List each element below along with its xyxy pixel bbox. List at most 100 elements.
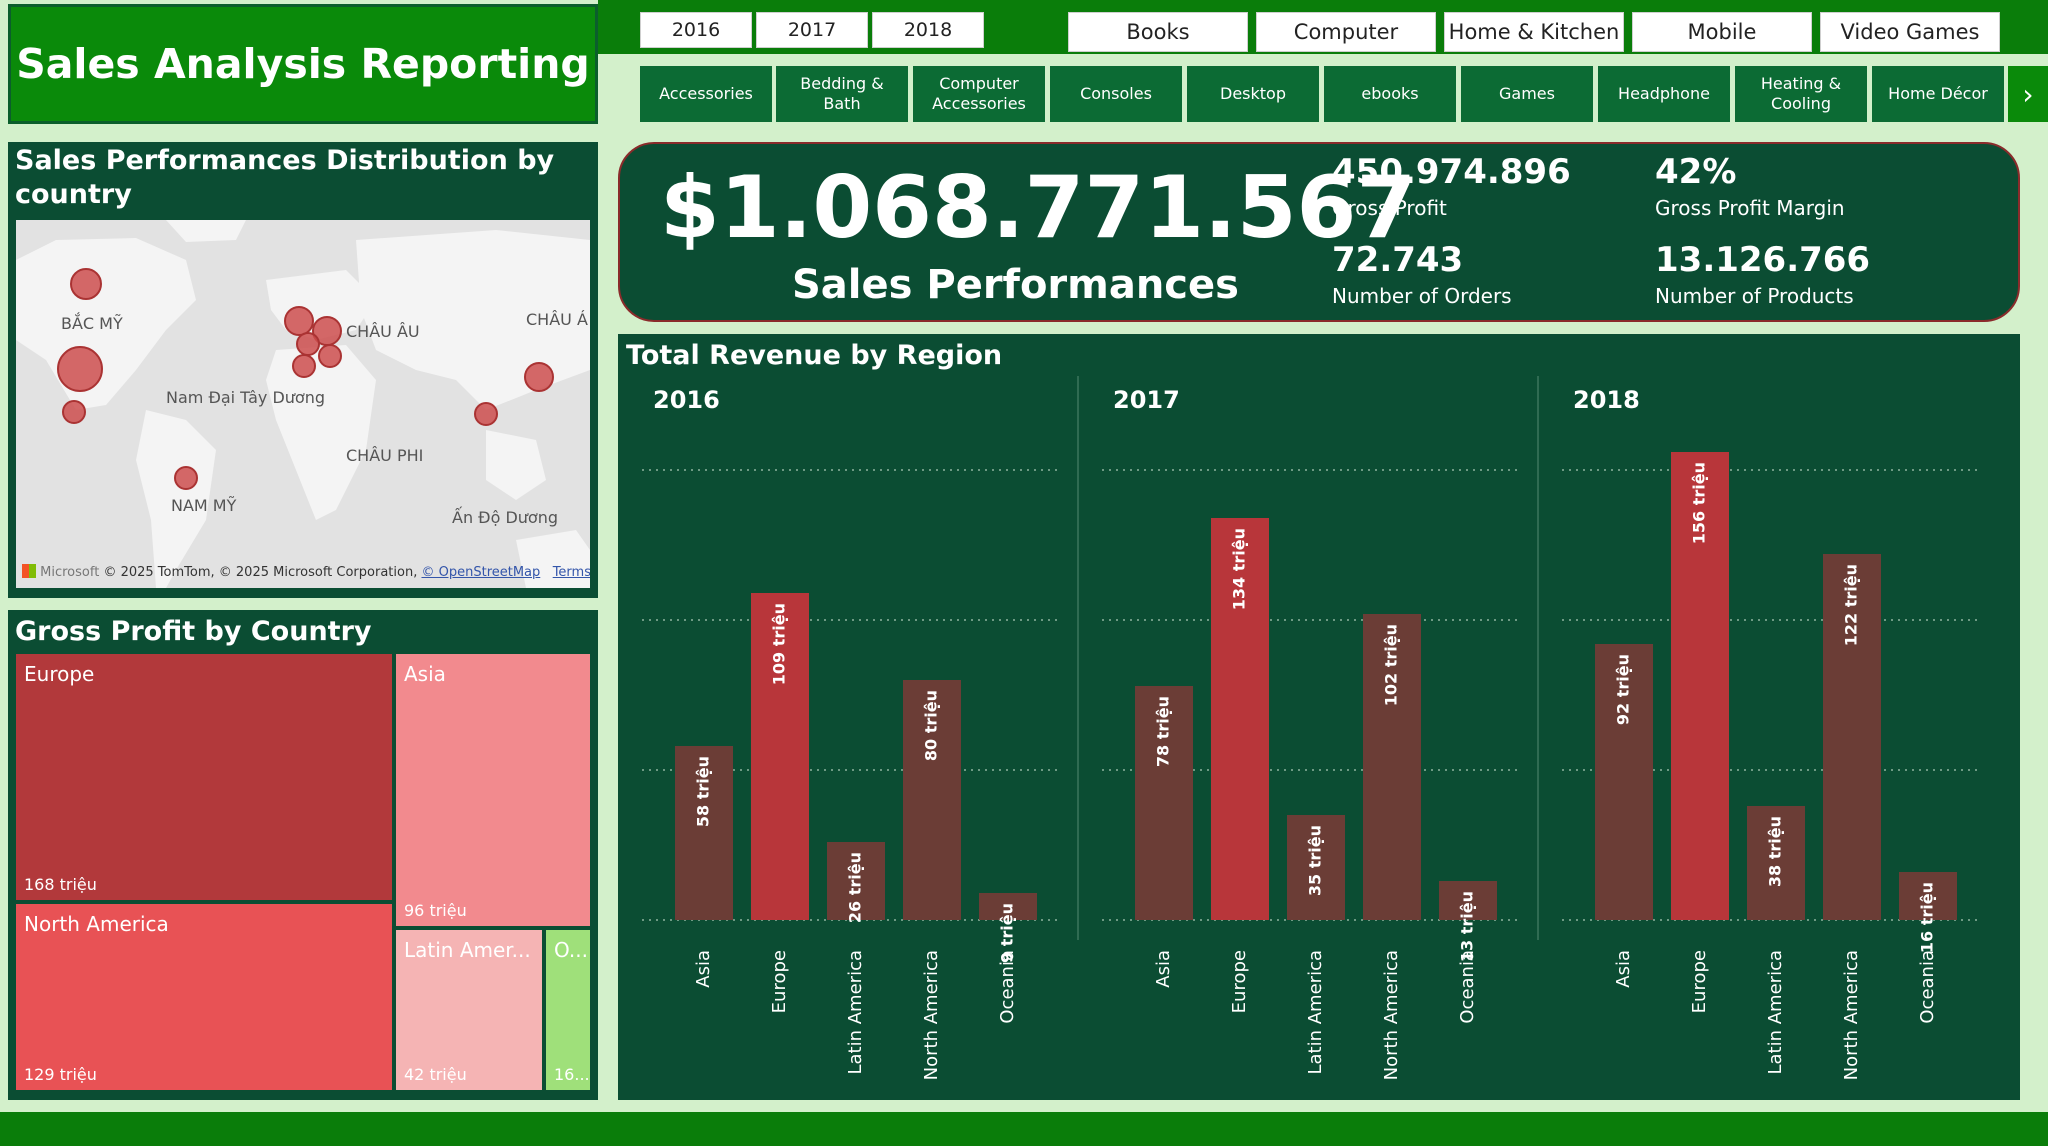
map-credit-text: © 2025 TomTom, © 2025 Microsoft Corporat… bbox=[103, 565, 418, 580]
map-bubble[interactable] bbox=[57, 346, 103, 392]
year-button-2018[interactable]: 2018 bbox=[872, 12, 984, 48]
x-tick-label: Europe bbox=[1229, 950, 1250, 1013]
data-label: 92 triệu bbox=[1614, 654, 1633, 725]
openstreetmap-link[interactable]: © OpenStreetMap bbox=[421, 565, 541, 580]
map-attribution: Microsoft © 2025 TomTom, © 2025 Microsof… bbox=[22, 564, 590, 580]
chevron-right-icon[interactable]: › bbox=[2008, 66, 2048, 122]
data-label: 13 triệu bbox=[1458, 891, 1477, 962]
revenue-chart-title: Total Revenue by Region bbox=[626, 340, 1003, 371]
data-label: 9 triệu bbox=[998, 903, 1017, 963]
gross-profit-label: Gross Profit bbox=[1332, 196, 1447, 220]
tile-label: North America bbox=[24, 912, 169, 936]
subcategory-button[interactable]: Consoles bbox=[1050, 66, 1182, 122]
category-button-mobile[interactable]: Mobile bbox=[1632, 12, 1812, 52]
map-bubble[interactable] bbox=[70, 268, 102, 300]
world-map[interactable]: BẮC MỸ CHÂU ÂU CHÂU Á Nam Đại Tây Dương … bbox=[16, 220, 590, 588]
map-bubble[interactable] bbox=[296, 332, 320, 356]
map-bubble[interactable] bbox=[62, 400, 86, 424]
data-label: 38 triệu bbox=[1766, 816, 1785, 887]
bar-latin-america bbox=[827, 842, 885, 920]
x-tick-label: Oceania bbox=[1457, 950, 1478, 1024]
map-bubble[interactable] bbox=[174, 466, 198, 490]
subcategory-slicer: Accessories Bedding & Bath Computer Acce… bbox=[598, 54, 2048, 128]
treemap-tile-asia[interactable]: Asia 96 triệu bbox=[396, 654, 590, 926]
subcategory-button[interactable]: Computer Accessories bbox=[913, 66, 1045, 122]
products-value: 13.126.766 bbox=[1655, 240, 1871, 280]
tile-value: 168 triệu bbox=[24, 875, 97, 894]
terms-link[interactable]: Terms bbox=[552, 565, 590, 580]
data-label: 122 triệu bbox=[1842, 564, 1861, 646]
bottom-bar bbox=[0, 1112, 2048, 1146]
data-label: 109 triệu bbox=[770, 603, 789, 685]
x-tick-label: North America bbox=[921, 950, 942, 1080]
year-button-2016[interactable]: 2016 bbox=[640, 12, 752, 48]
bar-latin-america bbox=[1287, 815, 1345, 920]
subcategory-button[interactable]: Headphone bbox=[1598, 66, 1730, 122]
panel-year-label: 2017 bbox=[1113, 386, 1180, 414]
x-tick-label: North America bbox=[1841, 950, 1862, 1080]
x-tick-label: Oceania bbox=[1917, 950, 1938, 1024]
map-bubble[interactable] bbox=[474, 402, 498, 426]
map-label-north-america: BẮC MỸ bbox=[61, 314, 123, 333]
revenue-chart: 2016 58 triệu Asia 109 triệu Europe 26 triệu L… bbox=[642, 376, 1978, 1080]
treemap-tile-europe[interactable]: Europe 168 triệu bbox=[16, 654, 392, 900]
subcategory-button[interactable]: Home Décor bbox=[1872, 66, 2004, 122]
map-title: Sales Performances Distribution by count… bbox=[15, 145, 555, 210]
data-label: 80 triệu bbox=[922, 690, 941, 761]
subcategory-button[interactable]: Accessories bbox=[640, 66, 772, 122]
map-label-europe: CHÂU ÂU bbox=[346, 322, 420, 341]
bar-latin-america bbox=[1747, 806, 1805, 920]
data-label: 16 triệu bbox=[1918, 882, 1937, 953]
subcategory-button[interactable]: Desktop bbox=[1187, 66, 1319, 122]
data-label: 156 triệu bbox=[1690, 462, 1709, 544]
map-bubble[interactable] bbox=[524, 362, 554, 392]
bar-north-america bbox=[1363, 614, 1421, 920]
bar-europe bbox=[1211, 518, 1269, 920]
tile-label: O... bbox=[554, 938, 589, 962]
orders-label: Number of Orders bbox=[1332, 284, 1512, 308]
data-label: 26 triệu bbox=[846, 852, 865, 923]
bar-north-america bbox=[903, 680, 961, 920]
map-label-indian-ocean: Ấn Độ Dương bbox=[452, 508, 558, 527]
report-title: Sales Analysis Reporting bbox=[16, 40, 590, 88]
map-bubble[interactable] bbox=[318, 344, 342, 368]
x-tick-label: Latin America bbox=[1765, 950, 1786, 1075]
bar-europe bbox=[1671, 452, 1729, 920]
gross-profit-value: 450.974.896 bbox=[1332, 152, 1571, 192]
x-tick-label: Europe bbox=[769, 950, 790, 1013]
category-button-home-kitchen[interactable]: Home & Kitchen bbox=[1444, 12, 1624, 52]
subcategory-button[interactable]: ebooks bbox=[1324, 66, 1456, 122]
map-logo-text: Microsoft bbox=[40, 565, 100, 580]
bar-oceania bbox=[1899, 872, 1957, 920]
year-button-2017[interactable]: 2017 bbox=[756, 12, 868, 48]
bar-asia bbox=[675, 746, 733, 920]
tile-label: Asia bbox=[404, 662, 446, 686]
report-title-box: Sales Analysis Reporting bbox=[8, 4, 598, 124]
kpi-card: $1.068.771.567 Sales Performances 450.97… bbox=[618, 142, 2020, 322]
subcategory-button[interactable]: Heating & Cooling bbox=[1735, 66, 1867, 122]
treemap-tile-north-america[interactable]: North America 129 triệu bbox=[16, 904, 392, 1090]
subcategory-button[interactable]: Bedding & Bath bbox=[776, 66, 908, 122]
tile-value: 42 triệu bbox=[404, 1065, 467, 1084]
map-bubble[interactable] bbox=[292, 354, 316, 378]
products-label: Number of Products bbox=[1655, 284, 1854, 308]
treemap-tile-latin-america[interactable]: Latin Amer... 42 triệu bbox=[396, 930, 542, 1090]
tile-value: 129 triệu bbox=[24, 1065, 97, 1084]
map-label-africa: CHÂU PHI bbox=[346, 446, 424, 465]
treemap-tile-oceania[interactable]: O... 16... bbox=[546, 930, 590, 1090]
category-button-video-games[interactable]: Video Games bbox=[1820, 12, 2000, 52]
microsoft-logo-icon bbox=[22, 564, 36, 578]
treemap-panel: Gross Profit by Country Europe 168 triệu… bbox=[8, 610, 598, 1100]
map-panel: Sales Performances Distribution by count… bbox=[8, 142, 598, 598]
bar-oceania bbox=[1439, 881, 1497, 920]
tile-value: 96 triệu bbox=[404, 901, 467, 920]
x-tick-label: Asia bbox=[693, 950, 714, 988]
category-button-computer[interactable]: Computer bbox=[1256, 12, 1436, 52]
data-label: 35 triệu bbox=[1306, 825, 1325, 896]
panel-year-label: 2018 bbox=[1573, 386, 1640, 414]
map-label-asia: CHÂU Á bbox=[526, 310, 588, 329]
data-label: 102 triệu bbox=[1382, 624, 1401, 706]
subcategory-button[interactable]: Games bbox=[1461, 66, 1593, 122]
revenue-chart-panel: 2016 58 triệu Asia 109 triệu Europe 26 triệu L… bbox=[618, 334, 2020, 1100]
category-button-books[interactable]: Books bbox=[1068, 12, 1248, 52]
